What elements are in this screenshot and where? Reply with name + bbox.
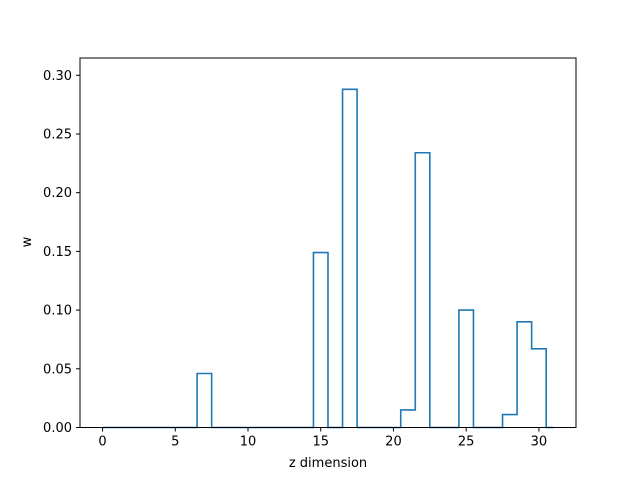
series-step-line	[102, 88, 554, 429]
x-tick-label: 25	[458, 435, 475, 450]
plot-area	[102, 88, 554, 429]
y-axis-ticks: 0.00 0.05 0.10 0.15 0.20 0.25 0.30	[43, 69, 80, 436]
x-tick-label: 5	[171, 435, 179, 450]
y-tick-label: 0.15	[43, 245, 72, 260]
x-axis-label: z dimension	[289, 456, 367, 471]
y-tick-label: 0.10	[43, 304, 72, 319]
axes-frame	[79, 57, 577, 428]
y-axis-label: w	[20, 236, 35, 247]
x-tick-label: 20	[385, 435, 402, 450]
x-tick-label: 10	[240, 435, 257, 450]
y-tick-label: 0.00	[43, 421, 72, 436]
x-axis-ticks: 0 5 10 15 20 25 30	[98, 427, 548, 450]
x-tick-label: 0	[98, 435, 106, 450]
x-tick-label: 15	[312, 435, 329, 450]
y-tick-label: 0.05	[43, 362, 72, 377]
y-tick-label: 0.30	[43, 69, 72, 84]
y-tick-label: 0.20	[43, 186, 72, 201]
y-tick-label: 0.25	[43, 127, 72, 142]
x-tick-label: 30	[531, 435, 548, 450]
